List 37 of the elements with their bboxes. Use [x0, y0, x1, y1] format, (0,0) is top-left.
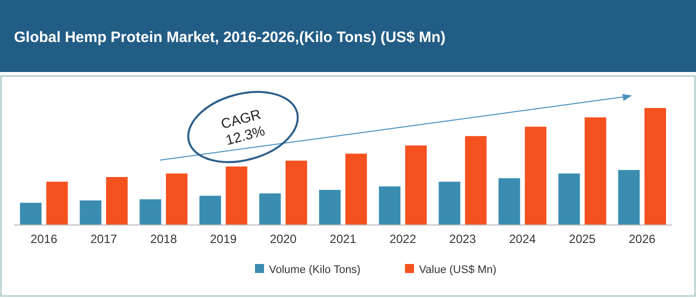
- legend-label: Volume (Kilo Tons): [269, 264, 361, 276]
- bar: [558, 174, 580, 225]
- bar: [644, 108, 666, 225]
- bar: [46, 182, 68, 225]
- bar: [166, 174, 188, 225]
- x-tick-label: 2016: [30, 232, 58, 246]
- bar: [498, 178, 520, 225]
- bar: [80, 200, 102, 225]
- bar: [584, 117, 606, 225]
- bar: [378, 186, 400, 225]
- bar: [259, 193, 281, 225]
- x-tick-label: 2024: [509, 232, 536, 246]
- x-tick-label: 2021: [330, 232, 357, 246]
- x-tick-label: 2025: [568, 232, 596, 246]
- x-tick-label: 2026: [628, 232, 656, 246]
- x-tick-label: 2022: [389, 232, 416, 246]
- bar: [20, 202, 42, 225]
- bar: [438, 182, 460, 225]
- legend-label: Value (US$ Mn): [419, 264, 496, 276]
- x-tick-label: 2018: [150, 232, 178, 246]
- bar: [199, 196, 221, 225]
- bar: [140, 199, 162, 225]
- x-tick-label: 2023: [449, 232, 476, 246]
- bar: [465, 136, 487, 225]
- bar: [618, 170, 640, 225]
- bar: [319, 190, 341, 225]
- bar: [524, 126, 546, 225]
- x-tick-label: 2019: [210, 232, 238, 246]
- bar: [226, 166, 248, 225]
- bar: [345, 154, 367, 225]
- bar: [286, 160, 308, 225]
- x-tick-label: 2017: [90, 232, 118, 246]
- bar: [405, 145, 427, 225]
- bar: [106, 177, 128, 225]
- chart-title: Global Hemp Protein Market, 2016-2026,(Kilo Tons) (US$ Mn): [14, 29, 446, 46]
- annotation: CAGR 12.3%: [219, 106, 266, 148]
- x-tick-label: 2020: [270, 232, 297, 246]
